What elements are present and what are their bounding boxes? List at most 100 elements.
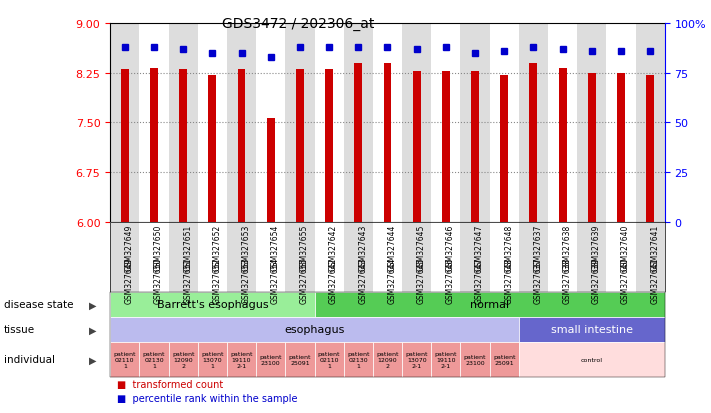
Bar [169, 24, 198, 222]
Text: GSM327653: GSM327653 [242, 257, 250, 304]
Text: GSM327645: GSM327645 [417, 257, 426, 304]
Text: patient
02130
1: patient 02130 1 [143, 351, 165, 368]
Bar [559, 69, 567, 222]
Text: GSM327639: GSM327639 [592, 224, 601, 271]
Bar [325, 70, 333, 222]
Bar [636, 24, 665, 222]
Text: small intestine: small intestine [551, 325, 633, 335]
Text: GSM327641: GSM327641 [650, 257, 659, 303]
Bar [577, 24, 606, 222]
Bar [402, 24, 432, 222]
Bar [237, 70, 245, 222]
Text: GSM327655: GSM327655 [300, 224, 309, 271]
Bar [442, 71, 450, 222]
Text: control: control [581, 357, 603, 362]
Bar [373, 24, 402, 222]
Bar [432, 24, 461, 222]
Text: patient
02110
1: patient 02110 1 [318, 351, 341, 368]
Text: tissue: tissue [4, 325, 35, 335]
Bar [383, 64, 392, 222]
Text: GSM327655: GSM327655 [300, 257, 309, 304]
Bar [343, 24, 373, 222]
Text: GSM327638: GSM327638 [562, 224, 572, 271]
Text: patient
23100: patient 23100 [464, 354, 486, 365]
Text: GSM327642: GSM327642 [329, 224, 338, 271]
Text: GSM327647: GSM327647 [475, 224, 484, 271]
Bar [198, 24, 227, 222]
Bar [110, 24, 139, 222]
Bar [139, 24, 169, 222]
Text: esophagus: esophagus [284, 325, 345, 335]
Bar [150, 69, 158, 222]
Text: GSM327653: GSM327653 [242, 224, 250, 271]
Text: patient
12090
2: patient 12090 2 [172, 351, 194, 368]
Text: disease state: disease state [4, 299, 73, 309]
Text: patient
13070
1: patient 13070 1 [201, 351, 224, 368]
Text: patient
19110
2-1: patient 19110 2-1 [434, 351, 457, 368]
Bar [208, 76, 216, 222]
Bar [314, 24, 343, 222]
Text: GSM327652: GSM327652 [213, 224, 221, 271]
Text: GSM327640: GSM327640 [621, 224, 630, 271]
Text: patient
25091: patient 25091 [289, 354, 311, 365]
Text: GSM327638: GSM327638 [562, 257, 572, 303]
Text: ■  transformed count: ■ transformed count [117, 379, 223, 389]
Text: GDS3472 / 202306_at: GDS3472 / 202306_at [223, 17, 375, 31]
Bar [617, 74, 625, 222]
Bar [501, 76, 508, 222]
Text: patient
23100: patient 23100 [260, 354, 282, 365]
Text: patient
02130
1: patient 02130 1 [347, 351, 370, 368]
Text: GSM327642: GSM327642 [329, 257, 338, 303]
Text: Barrett's esophagus: Barrett's esophagus [156, 299, 268, 309]
Bar [490, 24, 519, 222]
Text: patient
25091: patient 25091 [493, 354, 515, 365]
Text: GSM327648: GSM327648 [504, 257, 513, 303]
Text: GSM327643: GSM327643 [358, 224, 368, 271]
Bar [548, 24, 577, 222]
Text: individual: individual [4, 354, 55, 364]
Text: GSM327644: GSM327644 [387, 257, 397, 304]
Text: GSM327649: GSM327649 [125, 257, 134, 304]
Bar [519, 24, 548, 222]
Bar [588, 74, 596, 222]
Text: GSM327651: GSM327651 [183, 257, 192, 303]
Text: GSM327643: GSM327643 [358, 257, 368, 304]
Text: normal: normal [470, 299, 509, 309]
Bar [285, 24, 314, 222]
Bar [296, 70, 304, 222]
Text: GSM327645: GSM327645 [417, 224, 426, 271]
Bar [471, 71, 479, 222]
Bar [227, 24, 256, 222]
Text: ■  percentile rank within the sample: ■ percentile rank within the sample [117, 394, 298, 404]
Bar [354, 64, 362, 222]
Text: GSM327646: GSM327646 [446, 224, 455, 271]
Text: ▶: ▶ [88, 325, 96, 335]
Text: GSM327637: GSM327637 [533, 257, 542, 304]
Text: GSM327654: GSM327654 [271, 224, 279, 271]
Text: GSM327639: GSM327639 [592, 257, 601, 304]
Text: GSM327650: GSM327650 [154, 257, 163, 304]
Bar [179, 70, 187, 222]
Bar [646, 76, 654, 222]
Text: GSM327650: GSM327650 [154, 224, 163, 271]
Text: patient
02110
1: patient 02110 1 [114, 351, 136, 368]
Bar [461, 24, 490, 222]
Text: GSM327647: GSM327647 [475, 257, 484, 304]
Text: GSM327646: GSM327646 [446, 257, 455, 304]
Text: GSM327648: GSM327648 [504, 224, 513, 271]
Bar [530, 64, 538, 222]
Bar [413, 71, 421, 222]
Text: patient
19110
2-1: patient 19110 2-1 [230, 351, 253, 368]
Text: GSM327641: GSM327641 [650, 224, 659, 271]
Bar [121, 70, 129, 222]
Text: GSM327644: GSM327644 [387, 224, 397, 271]
Text: patient
12090
2: patient 12090 2 [376, 351, 399, 368]
Bar [267, 119, 274, 222]
Text: GSM327640: GSM327640 [621, 257, 630, 304]
Text: ▶: ▶ [88, 299, 96, 309]
Text: GSM327651: GSM327651 [183, 224, 192, 271]
Text: GSM327654: GSM327654 [271, 257, 279, 304]
Text: GSM327652: GSM327652 [213, 257, 221, 303]
Bar [256, 24, 285, 222]
Text: GSM327649: GSM327649 [125, 224, 134, 271]
